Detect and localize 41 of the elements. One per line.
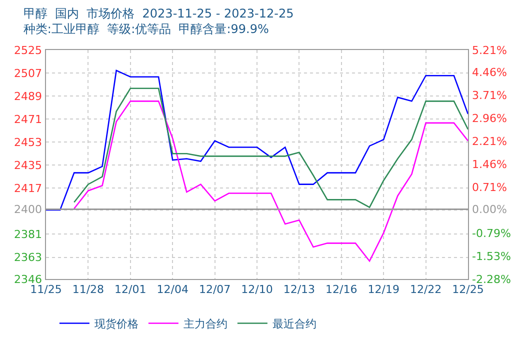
y2-tick-label: -1.53% xyxy=(472,250,511,263)
y2-tick-label: -2.28% xyxy=(472,273,511,286)
line-series xyxy=(46,70,468,211)
y-tick-label: 2417 xyxy=(14,182,42,195)
y2-tick-label: 2.96% xyxy=(472,112,507,125)
y-tick-label: 2525 xyxy=(14,44,42,57)
y2-tick-label: -0.79% xyxy=(472,227,511,240)
x-tick-label: 12/10 xyxy=(241,283,273,296)
x-tick-label: 11/28 xyxy=(72,283,104,296)
y2-tick-label: 0.71% xyxy=(472,181,507,194)
line-series xyxy=(73,100,468,262)
chart-title: 甲醇 国内 市场价格 2023-11-25 - 2023-12-25 xyxy=(23,6,294,20)
y-tick-label: 2507 xyxy=(14,67,42,80)
y-tick-label: 2363 xyxy=(14,251,42,264)
line-series xyxy=(73,88,468,208)
legend-label: 主力合约 xyxy=(183,318,228,331)
x-tick-label: 12/13 xyxy=(283,283,316,296)
y-tick-label: 2435 xyxy=(14,159,42,172)
chart-subtitle: 种类:工业甲醇 等级:优等品 甲醇含量:99.9% xyxy=(23,22,269,36)
y2-tick-label: 2.21% xyxy=(472,135,507,148)
y-tick-label: 2489 xyxy=(14,90,42,103)
y-tick-label: 2471 xyxy=(14,113,42,126)
legend-label: 最近合约 xyxy=(272,318,316,331)
y-tick-label: 2381 xyxy=(14,228,42,241)
x-tick-label: 12/25 xyxy=(452,283,484,296)
x-tick-label: 12/07 xyxy=(198,283,231,296)
y2-tick-label: 5.21% xyxy=(472,44,507,57)
y-tick-label: 2453 xyxy=(14,136,42,149)
legend-label: 现货价格 xyxy=(94,318,138,331)
y-tick-label: 2400 xyxy=(14,203,42,216)
x-tick-label: 12/16 xyxy=(326,283,358,296)
y2-tick-label: 0.00% xyxy=(472,203,507,216)
y-tick-label: 2346 xyxy=(14,273,42,286)
x-tick-label: 11/25 xyxy=(30,283,62,296)
x-tick-label: 12/01 xyxy=(114,283,146,296)
y2-tick-label: 1.46% xyxy=(472,158,507,171)
y2-tick-label: 4.46% xyxy=(472,66,507,79)
y2-tick-label: 3.71% xyxy=(472,89,507,102)
x-tick-label: 12/19 xyxy=(368,283,400,296)
x-tick-label: 12/04 xyxy=(156,283,188,296)
x-tick-label: 12/22 xyxy=(410,283,442,296)
